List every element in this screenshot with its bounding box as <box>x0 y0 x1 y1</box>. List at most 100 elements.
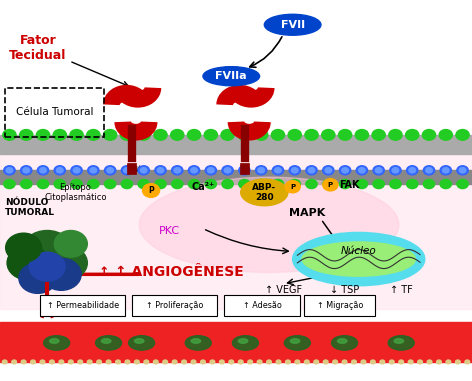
Circle shape <box>163 360 168 364</box>
Circle shape <box>12 360 17 364</box>
Circle shape <box>138 179 149 189</box>
Circle shape <box>103 130 117 140</box>
Circle shape <box>342 360 347 364</box>
Text: ↑ Migração: ↑ Migração <box>317 301 363 311</box>
Circle shape <box>426 168 432 173</box>
Circle shape <box>155 166 166 175</box>
Circle shape <box>104 166 116 175</box>
Circle shape <box>88 179 99 189</box>
Circle shape <box>241 168 248 173</box>
Text: ↓ TSP: ↓ TSP <box>330 285 359 295</box>
Circle shape <box>153 360 158 364</box>
Bar <box>0 135 472 154</box>
Circle shape <box>323 179 338 191</box>
Circle shape <box>322 130 335 140</box>
Ellipse shape <box>264 14 321 35</box>
Ellipse shape <box>293 232 425 286</box>
Circle shape <box>54 231 87 257</box>
Circle shape <box>50 360 54 364</box>
Circle shape <box>418 360 422 364</box>
Circle shape <box>20 130 33 140</box>
Circle shape <box>239 166 250 175</box>
Circle shape <box>380 360 385 364</box>
Ellipse shape <box>337 339 347 343</box>
Ellipse shape <box>43 336 70 350</box>
Circle shape <box>423 179 435 189</box>
Circle shape <box>191 360 196 364</box>
Circle shape <box>289 179 300 189</box>
Circle shape <box>305 130 318 140</box>
Circle shape <box>272 179 284 189</box>
Circle shape <box>390 179 401 189</box>
Circle shape <box>352 360 356 364</box>
Circle shape <box>188 166 200 175</box>
Circle shape <box>121 166 133 175</box>
Circle shape <box>135 360 139 364</box>
Circle shape <box>106 360 111 364</box>
Text: FVII: FVII <box>280 20 305 30</box>
Circle shape <box>333 360 337 364</box>
Circle shape <box>258 168 264 173</box>
Circle shape <box>137 130 150 140</box>
Circle shape <box>143 184 160 197</box>
Circle shape <box>219 360 224 364</box>
Circle shape <box>204 130 218 140</box>
Circle shape <box>405 130 419 140</box>
Text: ↑ Permeabilidade: ↑ Permeabilidade <box>47 301 118 311</box>
Circle shape <box>423 166 435 175</box>
Circle shape <box>325 168 332 173</box>
Circle shape <box>314 360 319 364</box>
Circle shape <box>23 168 30 173</box>
FancyBboxPatch shape <box>40 295 125 316</box>
Circle shape <box>254 130 268 140</box>
Circle shape <box>339 166 351 175</box>
Circle shape <box>21 179 32 189</box>
Circle shape <box>248 360 253 364</box>
Circle shape <box>288 130 301 140</box>
Ellipse shape <box>185 336 211 350</box>
Circle shape <box>68 360 73 364</box>
Ellipse shape <box>139 177 399 272</box>
Circle shape <box>124 168 130 173</box>
Circle shape <box>255 179 267 189</box>
Circle shape <box>59 360 64 364</box>
Circle shape <box>389 130 402 140</box>
Circle shape <box>121 179 133 189</box>
Circle shape <box>104 179 116 189</box>
Circle shape <box>375 168 382 173</box>
Circle shape <box>36 130 50 140</box>
Circle shape <box>205 166 217 175</box>
Circle shape <box>239 179 250 189</box>
Circle shape <box>289 166 300 175</box>
Ellipse shape <box>290 339 300 343</box>
Text: Epítopo
Citoplasmático: Epítopo Citoplasmático <box>44 183 107 202</box>
Text: ↑ VEGF: ↑ VEGF <box>265 285 302 295</box>
Circle shape <box>191 168 197 173</box>
Ellipse shape <box>238 339 248 343</box>
Ellipse shape <box>191 339 201 343</box>
Circle shape <box>154 130 167 140</box>
Circle shape <box>182 360 186 364</box>
Ellipse shape <box>241 179 288 206</box>
Circle shape <box>87 130 100 140</box>
Circle shape <box>125 360 130 364</box>
Ellipse shape <box>95 336 122 350</box>
Circle shape <box>4 179 15 189</box>
Circle shape <box>373 166 384 175</box>
Text: P: P <box>290 184 295 190</box>
Circle shape <box>87 360 92 364</box>
Ellipse shape <box>128 336 154 350</box>
Circle shape <box>155 179 166 189</box>
Circle shape <box>286 360 290 364</box>
Circle shape <box>390 166 401 175</box>
Circle shape <box>427 360 432 364</box>
Text: P: P <box>148 186 154 195</box>
Circle shape <box>446 360 451 364</box>
Circle shape <box>224 168 231 173</box>
Ellipse shape <box>203 67 260 86</box>
Circle shape <box>456 130 469 140</box>
Circle shape <box>222 179 233 189</box>
Circle shape <box>140 168 147 173</box>
Text: MAPK: MAPK <box>289 208 325 218</box>
Circle shape <box>107 168 113 173</box>
